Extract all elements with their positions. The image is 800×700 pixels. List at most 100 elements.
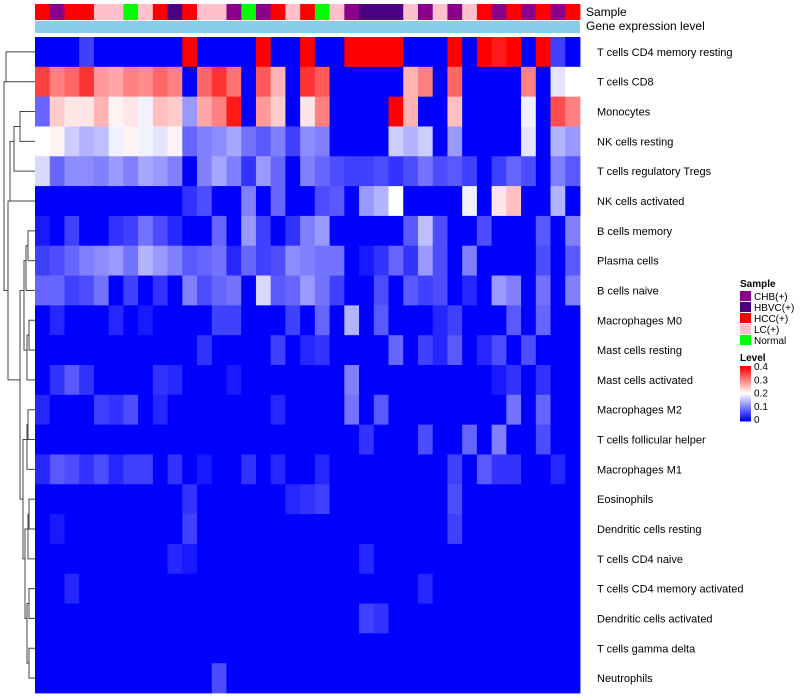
heatmap-cell xyxy=(462,543,478,575)
heatmap-cell xyxy=(49,365,65,396)
heatmap-cell xyxy=(197,454,213,485)
heatmap-cell xyxy=(241,394,257,426)
heatmap-cell xyxy=(35,186,51,217)
heatmap-cell xyxy=(182,514,198,545)
heatmap-cell xyxy=(344,543,360,575)
heatmap-cell xyxy=(565,186,581,217)
level-legend-gradient-step xyxy=(740,377,751,379)
heatmap-cell xyxy=(565,394,581,426)
heatmap-cell xyxy=(388,484,404,515)
heatmap-cell xyxy=(211,186,227,217)
heatmap-cell xyxy=(314,215,330,247)
level-legend-gradient-step xyxy=(740,392,751,394)
heatmap-cell xyxy=(270,603,286,634)
heatmap-cell xyxy=(241,66,257,98)
heatmap-cell xyxy=(138,305,154,336)
heatmap-cell xyxy=(108,335,124,366)
heatmap-cell xyxy=(329,484,345,515)
heatmap-cell xyxy=(359,335,375,366)
heatmap-cell xyxy=(93,215,110,247)
heatmap-cell xyxy=(35,126,51,157)
heatmap-cell xyxy=(521,275,537,306)
heatmap-cell xyxy=(417,215,434,247)
heatmap-cell xyxy=(49,156,65,187)
heatmap-cell xyxy=(447,305,463,336)
heatmap-cell xyxy=(138,37,154,68)
heatmap-cell xyxy=(108,394,124,426)
heatmap-cell xyxy=(491,573,507,604)
heatmap-cell xyxy=(285,484,301,515)
heatmap-cell xyxy=(329,365,345,396)
heatmap-cell xyxy=(182,66,198,98)
heatmap-cell xyxy=(329,394,345,426)
heatmap-cell xyxy=(565,603,581,634)
dendrogram-branch xyxy=(7,200,20,381)
heatmap-cell xyxy=(447,37,463,68)
heatmap-cell xyxy=(123,365,139,396)
dendrogram-branch xyxy=(5,51,30,83)
level-legend-tick: 0 xyxy=(754,415,760,426)
heatmap-cell xyxy=(329,186,345,217)
heatmap-cell xyxy=(344,215,360,247)
heatmap-cell xyxy=(417,126,434,157)
heatmap-cell xyxy=(462,514,478,545)
heatmap-cell xyxy=(123,633,139,664)
heatmap-cell xyxy=(300,156,316,187)
heatmap-cell xyxy=(373,126,389,157)
heatmap-cell xyxy=(403,275,419,306)
level-legend-gradient-step xyxy=(740,370,751,372)
heatmap-cell xyxy=(285,37,301,68)
heatmap-cell xyxy=(226,335,242,366)
heatmap-cell xyxy=(35,514,51,545)
sample-annotation-cell xyxy=(403,4,419,20)
sample-legend-swatch xyxy=(740,302,751,312)
heatmap-cell xyxy=(373,573,389,604)
sample-annotation-cell xyxy=(550,4,566,20)
dendrogram-branch xyxy=(27,230,30,262)
heatmap-cell xyxy=(417,66,434,98)
heatmap-cell xyxy=(476,424,493,455)
heatmap-cell xyxy=(182,484,198,515)
heatmap-cell xyxy=(521,66,537,98)
heatmap-cell xyxy=(255,543,272,575)
sample-annotation-cell xyxy=(226,4,242,20)
heatmap-cell xyxy=(447,215,463,247)
heatmap-cell xyxy=(255,424,272,455)
heatmap-cell xyxy=(462,603,478,634)
heatmap-cell xyxy=(167,663,183,694)
heatmap-cell xyxy=(432,365,448,396)
heatmap-cell xyxy=(506,66,522,98)
heatmap-cell xyxy=(535,633,551,664)
heatmap-cell xyxy=(255,663,272,694)
heatmap-cell xyxy=(197,305,213,336)
heatmap-cell xyxy=(565,543,581,575)
heatmap-cell xyxy=(359,663,375,694)
heatmap-cell xyxy=(417,305,434,336)
heatmap-cell xyxy=(64,543,80,575)
heatmap-cell xyxy=(93,573,110,604)
heatmap-cell xyxy=(270,633,286,664)
heatmap-cell xyxy=(211,454,227,485)
heatmap-cell xyxy=(197,126,213,157)
heatmap-cell xyxy=(300,543,316,575)
level-legend-gradient-step xyxy=(740,381,751,383)
heatmap-cell xyxy=(417,573,434,604)
heatmap-cells xyxy=(35,37,581,694)
heatmap-cell xyxy=(49,37,65,68)
heatmap-cell xyxy=(197,633,213,664)
sample-annotation-cell xyxy=(300,4,316,20)
row-label: Neutrophils xyxy=(597,673,653,685)
heatmap-cell xyxy=(167,603,183,634)
dendrogram-branch xyxy=(26,603,29,664)
heatmap-cell xyxy=(93,484,110,515)
heatmap-cell xyxy=(550,37,566,68)
heatmap-cell xyxy=(491,215,507,247)
heatmap-cell xyxy=(476,66,493,98)
sample-annotation-cell xyxy=(211,4,227,20)
row-label: Macrophages M1 xyxy=(597,464,682,476)
heatmap-cell xyxy=(152,543,168,575)
heatmap-cell xyxy=(462,186,478,217)
heatmap-cell xyxy=(506,424,522,455)
heatmap-cell xyxy=(152,305,168,336)
heatmap-cell xyxy=(521,603,537,634)
